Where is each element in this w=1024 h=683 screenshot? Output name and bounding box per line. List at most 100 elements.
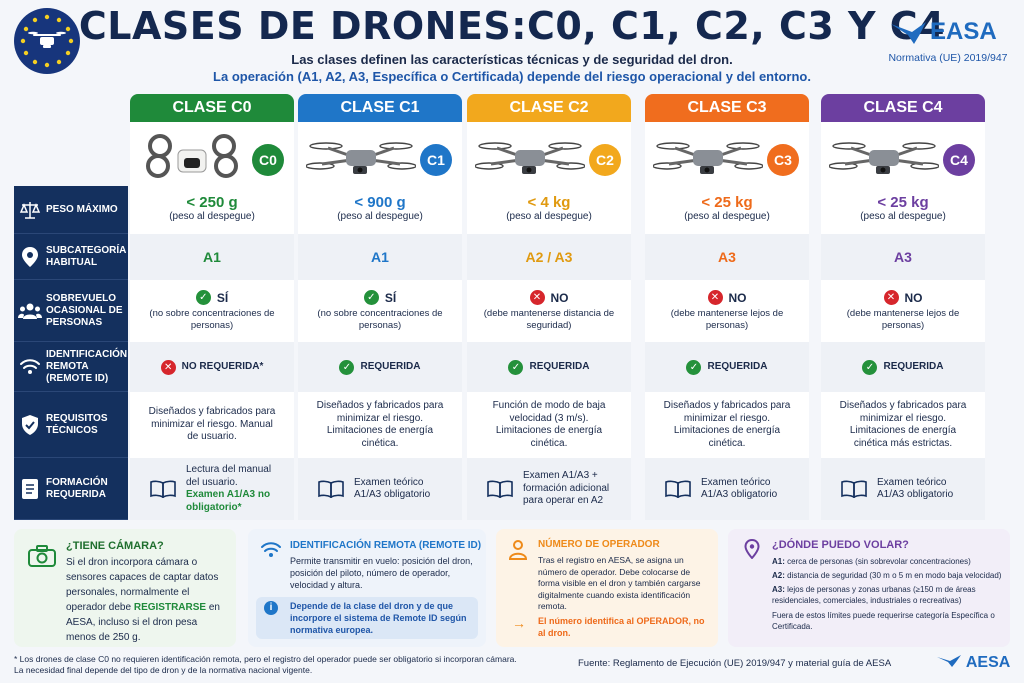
weight-cell: < 900 g (peso al despegue) [298,186,462,234]
check-icon: ✓ [508,359,524,375]
overflight-note: (debe mantenerse lejos de personas) [846,308,960,331]
document-icon [14,478,46,500]
subcategory-value: A3 [894,249,912,265]
info-icon: i [264,601,278,615]
class-image: C3 [645,122,809,186]
where-fly-title: ¿DÓNDE PUEDO VOLAR? [772,539,909,551]
easa-bird-icon [937,655,961,667]
camera-icon [28,545,56,567]
where-fly-label: A1: [772,557,785,566]
class-badge: C1 [420,144,452,176]
footer-note-line: * Los drones de clase C0 no requieren id… [14,654,517,664]
row-label-subcategory: SUBCATEGORÍA HABITUAL [14,234,128,280]
easa-logo: EASA [890,18,1014,46]
overflight-value: NO [728,290,747,305]
remote-id-value: REQUERIDA [529,361,590,372]
row-label-text: REQUISITOS TÉCNICOS [46,412,108,436]
cross-icon: ✕ [707,290,723,305]
location-pin-icon [14,246,46,268]
weight-note: (peso al despegue) [860,211,946,222]
book-icon [318,480,344,498]
check-icon: ✓ [339,359,355,375]
location-pin-icon [744,539,760,559]
weight-cell: < 4 kg (peso al despegue) [467,186,631,234]
class-badge: C4 [943,144,975,176]
footer-note: * Los drones de clase C0 no requieren id… [14,654,534,676]
where-fly-text: cerca de personas (sin sobrevolar concen… [784,557,971,566]
row-label-overflight: SOBREVUELO OCASIONAL DE PERSONAS [14,280,128,342]
book-icon [841,480,867,498]
where-fly-label: A2: [772,571,785,580]
where-fly-list: A1: cerca de personas (sin sobrevolar co… [772,556,1002,632]
book-icon [665,480,691,498]
class-header: CLASE C2 [467,94,631,122]
technical-text: Diseñados y fabricados para minimizar el… [316,400,444,449]
overflight-cell: ✓ SÍ (no sobre concentraciones de personas… [130,280,294,342]
remote-id-value: REQUERIDA [707,361,768,372]
technical-cell: Diseñados y fabricados para minimizar el… [821,392,985,458]
drone-icon [146,134,238,178]
remote-id-text: Permite transmitir en vuelo: posición de… [290,556,473,590]
overflight-note: (no sobre concentraciones de personas) [317,308,443,331]
class-badge: C3 [767,144,799,176]
operator-text: Tras el registro en AESA, se asigna un n… [538,555,701,611]
training-cell: Examen teórico A1/A3 obligatorio [645,458,809,520]
class-header: CLASE C3 [645,94,809,122]
easa-brand: EASA [930,18,997,45]
overflight-cell: ✕ NO (debe mantenerse lejos de personas) [645,280,809,342]
weight-cell: < 250 g (peso al despegue) [130,186,294,234]
row-label-text: FORMACIÓN REQUERIDA [46,476,108,500]
operator-note: El número identifica al OPERADOR, no al … [538,616,705,638]
row-label-text: PESO MÁXIMO [46,203,118,215]
row-label-text: IDENTIFICACIÓN REMOTA (REMOTE ID) [46,348,128,384]
cross-icon: ✕ [883,290,899,305]
remote-id-value: REQUERIDA [360,361,421,372]
class-badge: C0 [252,144,284,176]
overflight-value: SÍ [216,290,229,305]
remote-id-cell: ✓ REQUERIDA [298,342,462,392]
wifi-icon [261,542,281,557]
drone-icon [474,142,586,174]
page-subtitle-operations: La operación (A1, A2, A3, Específica o C… [213,69,811,84]
footer-easa-logo: AESA [936,654,1010,672]
training-cell: Lectura del manual del usuario. Examen A1… [130,458,294,520]
overflight-note: (no sobre concentraciones de personas) [149,308,275,331]
remote-id-box: IDENTIFICACIÓN REMOTA (REMOTE ID) Permit… [248,529,486,647]
class-header: CLASE C1 [298,94,462,122]
weight-note: (peso al despegue) [684,211,770,222]
drone-icon [652,142,764,174]
camera-text-part: Si el dron incorpora cámara o sensores c… [66,557,219,613]
book-icon [487,480,513,498]
subcategory-cell: A2 / A3 [467,234,631,280]
footer-brand: AESA [965,654,1011,671]
remote-id-value: NO REQUERIDA* [181,361,264,372]
check-icon: ✓ [862,359,878,375]
overflight-value: NO [550,290,569,305]
footer-source: Fuente: Reglamento de Ejecución (UE) 201… [578,658,892,669]
overflight-cell: ✓ SÍ (no sobre concentraciones de personas… [298,280,462,342]
training-extra: Examen A1/A3 no obligatorio* [186,489,271,513]
page-title: CLASES DE DRONES:C0, C1, C2, C3 Y C4 [78,4,946,48]
camera-title: ¿TIENE CÁMARA? [66,540,164,552]
eu-flag-logo [14,8,80,74]
training-text: Examen teórico A1/A3 obligatorio [877,476,954,501]
subcategory-cell: A3 [645,234,809,280]
remote-id-title: IDENTIFICACIÓN REMOTA (REMOTE ID) [290,540,482,551]
row-label-technical: REQUISITOS TÉCNICOS [14,392,128,458]
camera-text: Si el dron incorpora cámara o sensores c… [66,555,228,645]
subcategory-value: A1 [371,249,389,265]
where-fly-a3: A3: lejos de personas y zonas urbanas (≥… [772,584,1002,606]
subcategory-cell: A1 [130,234,294,280]
overflight-cell: ✕ NO (debe mantenerse lejos de personas) [821,280,985,342]
technical-cell: Diseñados y fabricados para minimizar el… [130,392,294,458]
weight-value: < 4 kg [527,194,571,211]
check-icon: ✓ [686,359,702,375]
subcategory-cell: A3 [821,234,985,280]
class-badge: C2 [589,144,621,176]
remote-id-note: Depende de la clase del dron y de que in… [290,601,467,635]
where-fly-text: lejos de personas y zonas urbanas (≥150 … [772,585,976,605]
remote-id-note-box: i Depende de la clase del dron y de que … [256,597,478,639]
where-fly-box: ¿DÓNDE PUEDO VOLAR? A1: cerca de persona… [728,529,1010,647]
row-label-text: SUBCATEGORÍA HABITUAL [46,244,126,268]
class-image: C0 [130,122,294,186]
